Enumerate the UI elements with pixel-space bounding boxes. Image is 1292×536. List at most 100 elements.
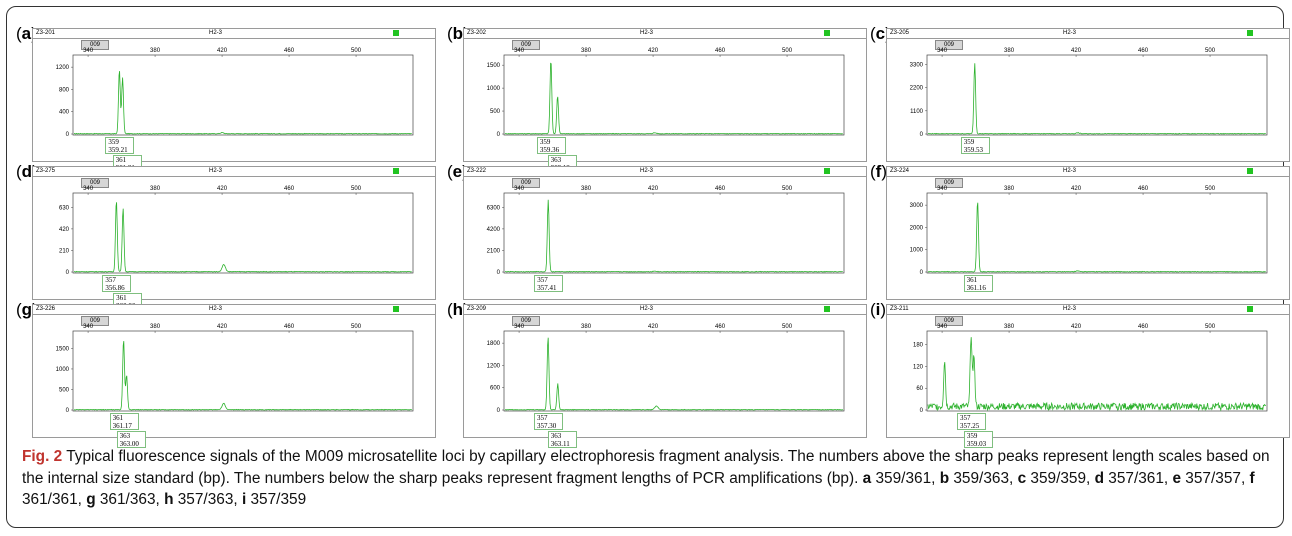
x-tick-label: 500	[1205, 186, 1216, 192]
x-tick-label: 380	[150, 324, 161, 330]
sample-id: Z3-224	[890, 168, 910, 174]
genotype-panel-letter: d	[1094, 469, 1104, 487]
genotype-value: 357/363,	[173, 491, 242, 508]
allele-label-box: 359 359.21	[105, 137, 135, 154]
x-tick-label: 340	[83, 324, 94, 330]
allele-size: 363	[550, 156, 562, 164]
locus-tag: 009	[512, 316, 540, 326]
x-tick-label: 460	[284, 48, 295, 54]
allele-size: 361	[115, 156, 127, 164]
fragment-length: 359.53	[963, 146, 983, 154]
genotype-panel-letter: b	[939, 469, 950, 487]
genotype-panel-letter: i	[241, 491, 247, 508]
x-tick-label: 500	[351, 48, 362, 54]
y-tick-label: 120	[913, 364, 924, 370]
sample-id: Z3-205	[890, 30, 910, 36]
y-tick-label: 180	[913, 343, 924, 349]
sample-id: Z3-211	[890, 306, 909, 312]
panel-e: (e)Z3-222H2-3009340380420460500630042002…	[447, 162, 869, 304]
genotype-value: 359/359,	[1026, 469, 1095, 487]
panel-c: (c)Z3-205H2-3009340380420460500330022001…	[870, 24, 1292, 166]
status-indicator	[824, 306, 830, 312]
y-tick-label: 2000	[910, 225, 924, 231]
trace-plot: 340 380 420 460 500 1800 1200 600 0	[487, 324, 845, 414]
x-tick-label: 380	[1004, 186, 1015, 192]
caption-genotypes: a 359/361, b 359/363, c 359/359, d 357/3…	[22, 470, 1255, 509]
panel-i: (i) Z3-211 H2-3 009 340 380 420 460 500 180 120 60 0…	[870, 300, 1292, 448]
y-tick-label: 500	[490, 109, 501, 115]
allele-size: 359	[108, 138, 119, 146]
fluorescence-trace	[504, 199, 843, 273]
trace-plot: 340 380 420 460 500 180 120 60 0	[913, 324, 1268, 414]
x-tick-label: 420	[648, 324, 659, 330]
y-tick-label: 60	[916, 386, 923, 392]
fragment-length: 359.21	[108, 146, 128, 154]
plot-area	[926, 192, 1268, 274]
y-tick-label: 1200	[56, 65, 70, 71]
allele-label-box: 359 359.36	[536, 137, 566, 154]
x-tick-label: 420	[1071, 324, 1082, 330]
electropherogram-window: Z3-202 H2-3 009 340 380 420 460 500 1500 1000 500 0…	[463, 28, 867, 172]
genotype-panel-letter: f	[1249, 469, 1255, 487]
trace-plot: 340 380 420 460 500 3000 2000 1000 0	[910, 186, 1268, 276]
status-indicator	[393, 306, 399, 312]
panel-label: (i)	[870, 300, 887, 319]
y-tick-label: 2200	[910, 86, 924, 92]
panel-letter: g	[21, 300, 33, 319]
genotype-panel-letter: g	[86, 491, 96, 508]
genotype-value: 359/363,	[949, 469, 1018, 487]
y-tick-label: 800	[59, 87, 70, 93]
locus-tag: 009	[81, 40, 109, 50]
status-indicator	[1247, 30, 1253, 36]
x-tick-label: 420	[648, 186, 659, 192]
fragment-length: 361.17	[112, 422, 132, 430]
panel-letter: e	[452, 162, 463, 181]
marker-name: H2-3	[209, 306, 223, 312]
panel-a: (a)Z3-201H2-3009340380420460500120080040…	[16, 24, 438, 172]
status-indicator	[1247, 168, 1253, 174]
y-tick-label: 1000	[910, 248, 924, 254]
allele-label-box: 357 357.41	[534, 275, 564, 292]
allele-size: 361	[966, 276, 978, 284]
trace-plot: 340 380 420 460 500 630 420 210 0	[59, 186, 414, 276]
x-tick-label: 500	[351, 186, 362, 192]
window-titlebar: Z3-202 H2-3	[464, 29, 866, 39]
sample-id: Z3-202	[467, 30, 487, 36]
panel-b: (b)Z3-202H2-3009340380420460500150010005…	[447, 24, 869, 172]
x-tick-label: 500	[782, 186, 793, 192]
panel-label: (f)	[870, 162, 888, 181]
y-tick-label: 0	[920, 270, 924, 276]
x-tick-label: 340	[514, 186, 525, 192]
y-tick-label: 0	[66, 408, 70, 414]
fragment-length: 363.00	[119, 440, 139, 448]
genotype-value: 359/361,	[871, 469, 940, 487]
x-tick-label: 340	[937, 48, 948, 54]
sample-id: Z3-209	[467, 306, 487, 312]
status-indicator	[393, 30, 399, 36]
figure-number: Fig. 2	[22, 448, 63, 465]
x-tick-label: 420	[217, 324, 228, 330]
fluorescence-trace	[74, 71, 412, 135]
allele-size: 363	[119, 432, 131, 440]
fluorescence-trace	[504, 337, 844, 411]
y-tick-label: 1100	[910, 109, 924, 115]
x-tick-label: 340	[514, 48, 525, 54]
fragment-length: 363.11	[550, 440, 570, 448]
fluorescence-trace	[927, 63, 1266, 135]
sample-id: Z3-275	[36, 168, 56, 174]
x-tick-label: 340	[937, 186, 948, 192]
allele-size: 359	[963, 138, 975, 146]
x-tick-label: 500	[782, 48, 793, 54]
plot-area	[503, 192, 845, 274]
x-tick-label: 420	[1071, 48, 1082, 54]
x-tick-label: 460	[284, 324, 295, 330]
fragment-length: 361.16	[966, 284, 986, 292]
trace-plot: 340 380 420 460 500 1500 1000 500 0	[487, 48, 845, 138]
marker-name: H2-3	[1063, 306, 1077, 312]
plot-area	[926, 54, 1268, 136]
allele-size: 361	[112, 414, 124, 422]
genotype-value: 357/361,	[1104, 469, 1173, 487]
locus-tag: 009	[935, 40, 963, 50]
x-tick-label: 460	[1138, 186, 1149, 192]
status-indicator	[824, 30, 830, 36]
